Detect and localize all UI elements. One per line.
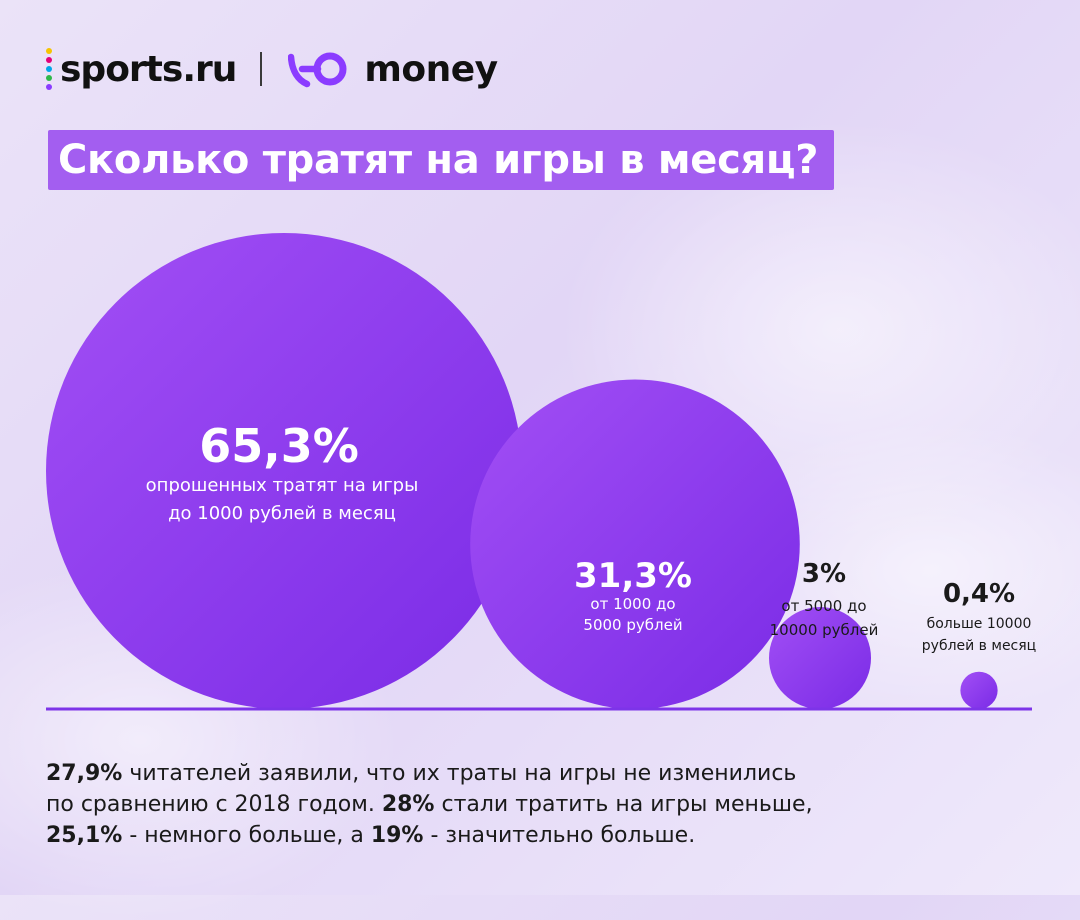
money-logo-text: money [364,48,498,90]
bubble-caption: опрошенных тратят на игры [146,475,419,496]
footer-line-2: по сравнению с 2018 годом. 28% стали тра… [46,789,946,820]
footer-line-3: 25,1% - немного больше, а 19% - значител… [46,820,946,851]
logo-divider [260,52,263,86]
bubble-caption: до 1000 рублей в месяц [168,503,396,524]
bubble-1 [46,233,522,709]
dot-5 [46,84,52,90]
bubble-value-label: 65,3% [199,419,359,473]
footer-stat: 28% [381,792,435,817]
footer-text-segment: - немного больше, а [122,823,371,848]
bubble-2 [470,379,800,709]
footer-text-segment: - значительно больше. [423,823,696,848]
bubble-value-label: 31,3% [574,556,692,596]
footer-stat: 19% [370,823,424,848]
footer-text-segment: стали тратить на игры меньше, [434,792,813,817]
footer-text-segment: по сравнению с 2018 годом. [46,792,382,817]
sports-logo-text: sports.ru [60,48,237,90]
bubble-3 [768,606,872,709]
bubble-caption: рублей в месяц [922,638,1036,654]
bubble-caption: от 5000 до [781,597,866,615]
bubble-4 [960,671,998,709]
dot-2 [46,57,52,63]
dot-1 [46,48,52,54]
footer-stat: 27,9% [46,761,123,786]
bubble-caption: 5000 рублей [583,616,682,634]
footer-text: 27,9% читателей заявили, что их траты на… [46,758,946,851]
footer-text-segment: читателей заявили, что их траты на игры … [122,761,797,786]
footer-stat: 25,1% [46,823,123,848]
yumoney-logo-icon [288,52,347,88]
logo-bar: sports.ru money [46,44,498,94]
page-title: Сколько тратят на игры в месяц? [58,137,819,183]
sports-dots-icon [46,48,52,90]
footer-line-1: 27,9% читателей заявили, что их траты на… [46,758,946,789]
bubble-caption: от 1000 до [590,595,675,613]
dot-3 [46,66,52,72]
title-banner: Сколько тратят на игры в месяц? [48,130,835,190]
dot-4 [46,75,52,81]
bubble-value-label: 3% [802,559,846,589]
bubble-chart: 65,3%опрошенных тратят на игры до 1000 ру… [46,233,1036,711]
bubble-caption: больше 10000 [927,616,1032,632]
bubble-caption: 10000 рублей [770,621,879,639]
bubble-value-label: 0,4% [943,579,1015,609]
